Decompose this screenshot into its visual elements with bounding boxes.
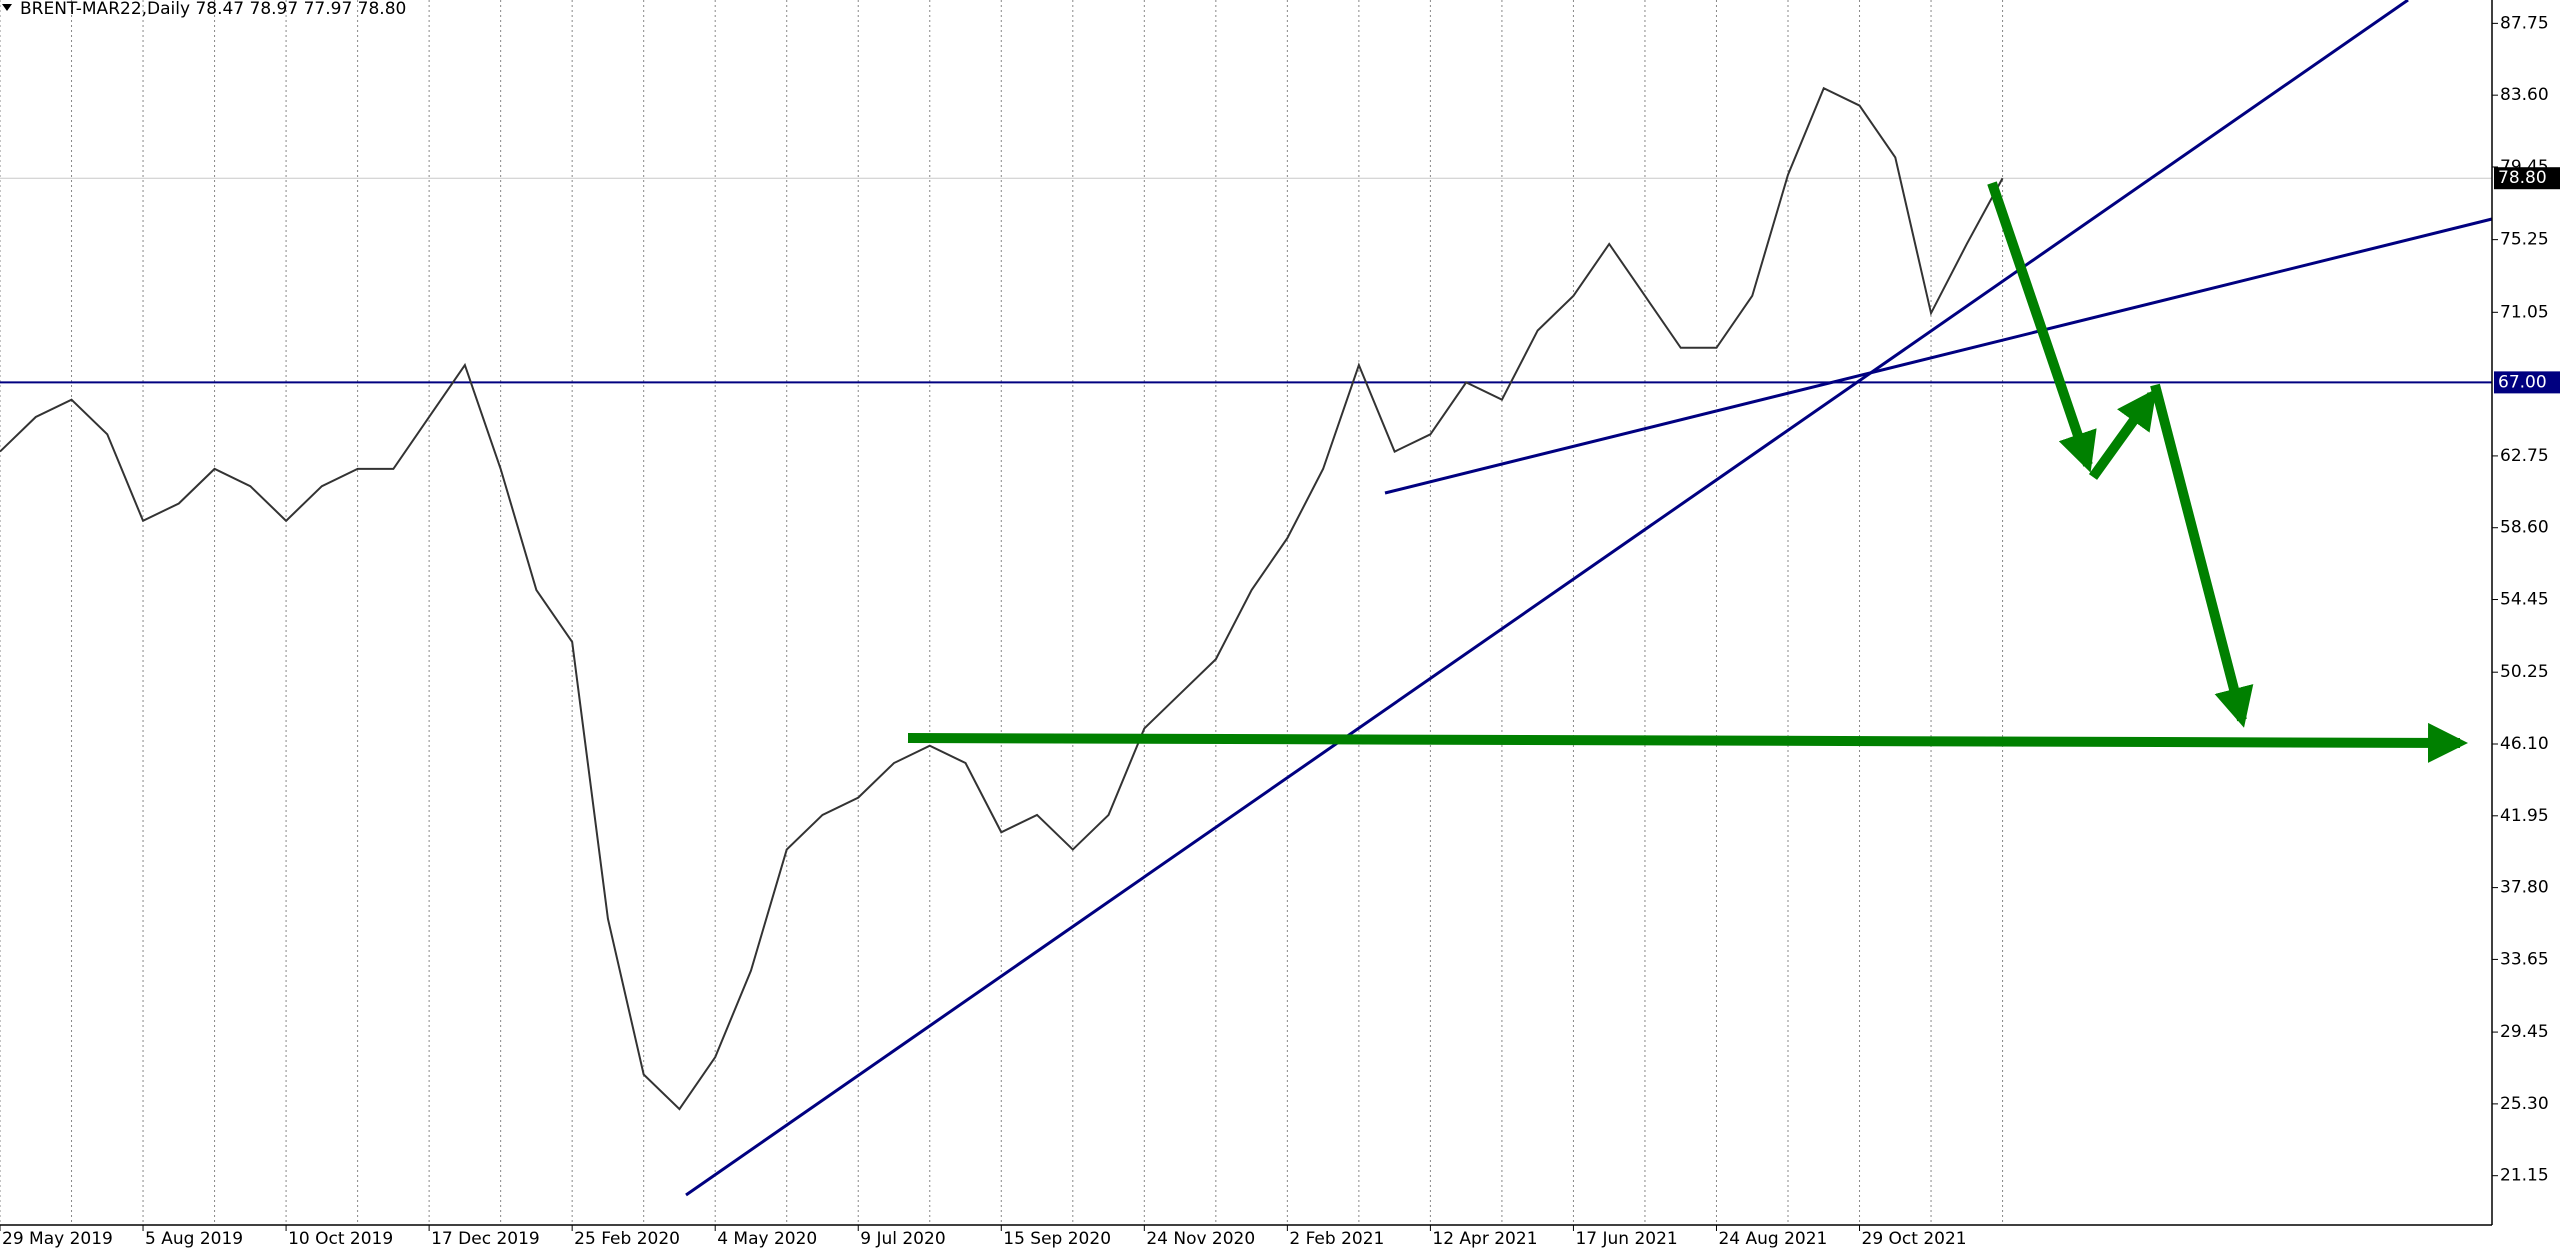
y-tick-label: 54.45 [2500, 590, 2549, 610]
move-arrow [1987, 181, 2097, 473]
y-tick-label: 71.05 [2500, 302, 2549, 322]
x-tick-label: 24 Nov 2020 [1146, 1229, 1255, 1249]
x-tick-label: 9 Jul 2020 [860, 1229, 945, 1249]
y-tick-label: 46.10 [2500, 734, 2549, 754]
grid [0, 0, 2004, 1225]
level-tag [2494, 167, 2560, 190]
move-arrow [2150, 383, 2254, 728]
x-tick-label: 4 May 2020 [717, 1229, 817, 1249]
x-tick-label: 29 Oct 2021 [1862, 1229, 1967, 1249]
x-tick-label: 2 Feb 2021 [1289, 1229, 1384, 1249]
y-tick-label: 41.95 [2500, 806, 2549, 826]
x-tick-label: 10 Oct 2019 [288, 1229, 393, 1249]
x-tick-label: 12 Apr 2021 [1432, 1229, 1537, 1249]
target-arrow [907, 722, 2468, 763]
y-tick-label: 87.75 [2500, 13, 2549, 33]
level-label: 78.80 [2498, 168, 2547, 188]
x-tick-label: 29 May 2019 [2, 1229, 113, 1249]
x-tick-label: 15 Sep 2020 [1003, 1229, 1111, 1249]
trend-line [685, 0, 2409, 1197]
layers [0, 86, 2492, 1111]
y-tick-label: 21.15 [2500, 1166, 2549, 1186]
level-label: 67.00 [2498, 372, 2547, 392]
y-tick-label: 83.60 [2500, 85, 2549, 105]
x-tick-label: 17 Jun 2021 [1575, 1229, 1677, 1249]
y-tick-label: 58.60 [2500, 518, 2549, 538]
y-tick-label: 33.65 [2500, 949, 2549, 969]
trend-line [1384, 217, 2493, 495]
chart-title: BRENT-MAR22,Daily 78.47 78.97 77.97 78.8… [20, 0, 406, 19]
move-arrow [2088, 388, 2157, 480]
level-tag [2494, 371, 2560, 394]
price-line [0, 86, 2004, 1111]
y-tick-label: 50.25 [2500, 662, 2549, 682]
y-tick-label: 62.75 [2500, 446, 2549, 466]
x-tick-label: 24 Aug 2021 [1718, 1229, 1827, 1249]
y-tick-label: 29.45 [2500, 1022, 2549, 1042]
y-tick-label: 25.30 [2500, 1094, 2549, 1114]
x-tick-label: 5 Aug 2019 [145, 1229, 243, 1249]
menu-icon[interactable] [2, 4, 12, 11]
x-tick-label: 17 Dec 2019 [431, 1229, 540, 1249]
y-tick-label: 37.80 [2500, 878, 2549, 898]
y-tick-label: 75.25 [2500, 230, 2549, 250]
x-tick-label: 25 Feb 2020 [574, 1229, 680, 1249]
